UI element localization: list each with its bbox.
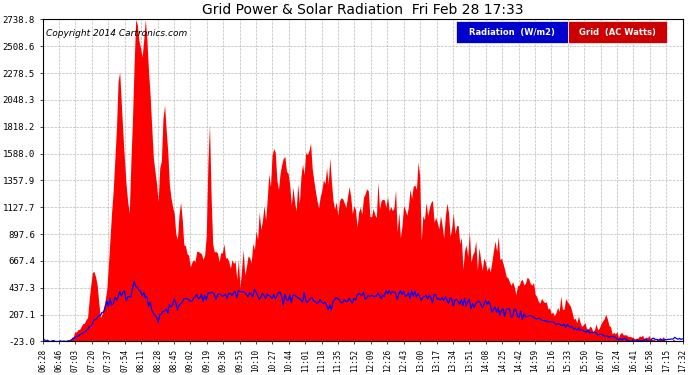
Text: Grid  (AC Watts): Grid (AC Watts) (579, 28, 656, 37)
FancyBboxPatch shape (455, 21, 567, 44)
Title: Grid Power & Solar Radiation  Fri Feb 28 17:33: Grid Power & Solar Radiation Fri Feb 28 … (202, 3, 524, 17)
FancyBboxPatch shape (567, 21, 667, 44)
Text: Radiation  (W/m2): Radiation (W/m2) (469, 28, 555, 37)
Text: Copyright 2014 Cartronics.com: Copyright 2014 Cartronics.com (46, 29, 187, 38)
